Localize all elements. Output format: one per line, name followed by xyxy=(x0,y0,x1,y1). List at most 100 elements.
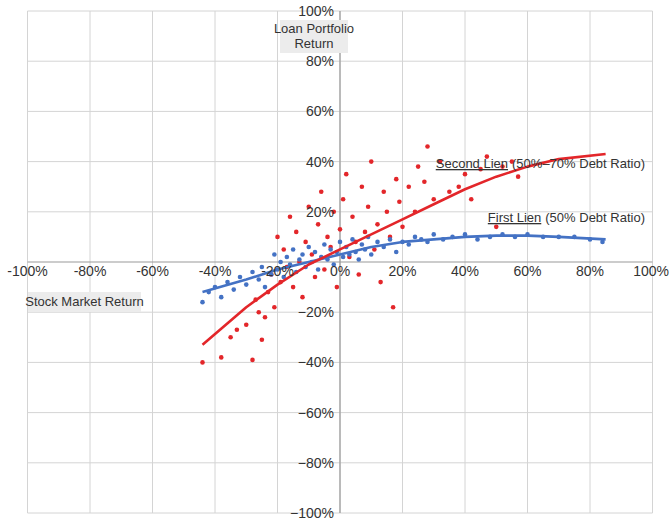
x-tick-label: -100% xyxy=(7,263,47,279)
point xyxy=(322,242,327,247)
point xyxy=(350,215,355,220)
y-tick-label: −80% xyxy=(298,455,334,471)
y-tick-label: 40% xyxy=(306,154,334,170)
x-tick-label: -20% xyxy=(261,263,294,279)
y-tick-label: 100% xyxy=(298,3,334,19)
point xyxy=(260,338,265,343)
series-points xyxy=(200,144,520,364)
point xyxy=(325,235,330,240)
grid xyxy=(28,11,653,513)
point xyxy=(425,144,430,149)
point xyxy=(306,245,311,250)
y-tick-label: −20% xyxy=(298,304,334,320)
point xyxy=(431,232,436,237)
point xyxy=(335,285,340,290)
point xyxy=(447,189,452,194)
series-label: Second Lien (50%–70% Debt Ratio) xyxy=(436,156,645,171)
point xyxy=(281,247,286,252)
point xyxy=(200,300,205,305)
point xyxy=(338,240,343,245)
point xyxy=(363,230,368,235)
point xyxy=(350,237,355,242)
y-tick-label: −40% xyxy=(298,354,334,370)
point xyxy=(300,252,305,257)
point xyxy=(469,197,474,202)
point xyxy=(378,280,383,285)
point xyxy=(388,237,393,242)
point xyxy=(285,255,290,260)
point xyxy=(413,235,418,240)
series-note: (50% Debt Ratio) xyxy=(545,210,645,225)
point xyxy=(313,275,318,280)
point xyxy=(219,355,224,360)
x-tick-label: -40% xyxy=(199,263,232,279)
tick-labels: -100%-80%-60%-40%-20%0%20%40%60%80%100%1… xyxy=(7,3,669,521)
point xyxy=(263,285,268,290)
point xyxy=(338,227,343,232)
point xyxy=(272,305,277,310)
point xyxy=(231,287,236,292)
point xyxy=(250,358,255,363)
point xyxy=(400,225,405,230)
series-note: (50%–70% Debt Ratio) xyxy=(512,156,645,171)
x-tick-label: 60% xyxy=(513,263,541,279)
point xyxy=(275,235,280,240)
point xyxy=(494,225,499,230)
point xyxy=(244,322,249,327)
point xyxy=(375,240,380,245)
point xyxy=(235,327,240,332)
series-points xyxy=(200,232,605,304)
point xyxy=(272,252,277,257)
point xyxy=(228,335,233,340)
point xyxy=(244,282,249,287)
point xyxy=(381,189,386,194)
point xyxy=(516,174,521,179)
point xyxy=(250,270,255,275)
grid-line xyxy=(340,11,341,513)
point xyxy=(375,222,380,227)
y-tick-label: −100% xyxy=(290,505,334,521)
point xyxy=(416,164,421,169)
point xyxy=(394,177,399,182)
point xyxy=(256,310,261,315)
point xyxy=(356,257,361,262)
point xyxy=(422,179,427,184)
x-tick-label: 20% xyxy=(388,263,416,279)
point xyxy=(475,237,480,242)
point xyxy=(238,275,243,280)
y-tick-label: 60% xyxy=(306,103,334,119)
point xyxy=(360,184,365,189)
point xyxy=(322,267,327,272)
series-name: Second Lien xyxy=(436,156,508,171)
point xyxy=(356,272,361,277)
plot-area xyxy=(200,144,605,364)
point xyxy=(369,252,374,257)
point xyxy=(397,199,402,204)
point xyxy=(200,360,205,365)
x-tick-label: -60% xyxy=(136,263,169,279)
point xyxy=(297,257,302,262)
x-tick-label: 80% xyxy=(576,263,604,279)
x-axis-title: Stock Market Return xyxy=(25,294,144,309)
point xyxy=(291,285,296,290)
point xyxy=(291,247,296,252)
point xyxy=(394,250,399,255)
point xyxy=(369,159,374,164)
trend-line xyxy=(203,236,606,292)
point xyxy=(294,230,299,235)
point xyxy=(219,295,224,300)
point xyxy=(385,210,390,215)
point xyxy=(316,222,321,227)
point xyxy=(366,204,371,209)
point xyxy=(344,172,349,177)
point xyxy=(263,315,268,320)
series-name: First Lien xyxy=(488,210,541,225)
point xyxy=(456,184,461,189)
point xyxy=(341,197,346,202)
x-tick-label: 0% xyxy=(330,263,350,279)
series-label: First Lien (50% Debt Ratio) xyxy=(488,210,645,225)
point xyxy=(288,215,293,220)
point xyxy=(319,189,324,194)
y-axis-title: Loan PortfolioReturn xyxy=(274,21,354,51)
point xyxy=(313,250,318,255)
